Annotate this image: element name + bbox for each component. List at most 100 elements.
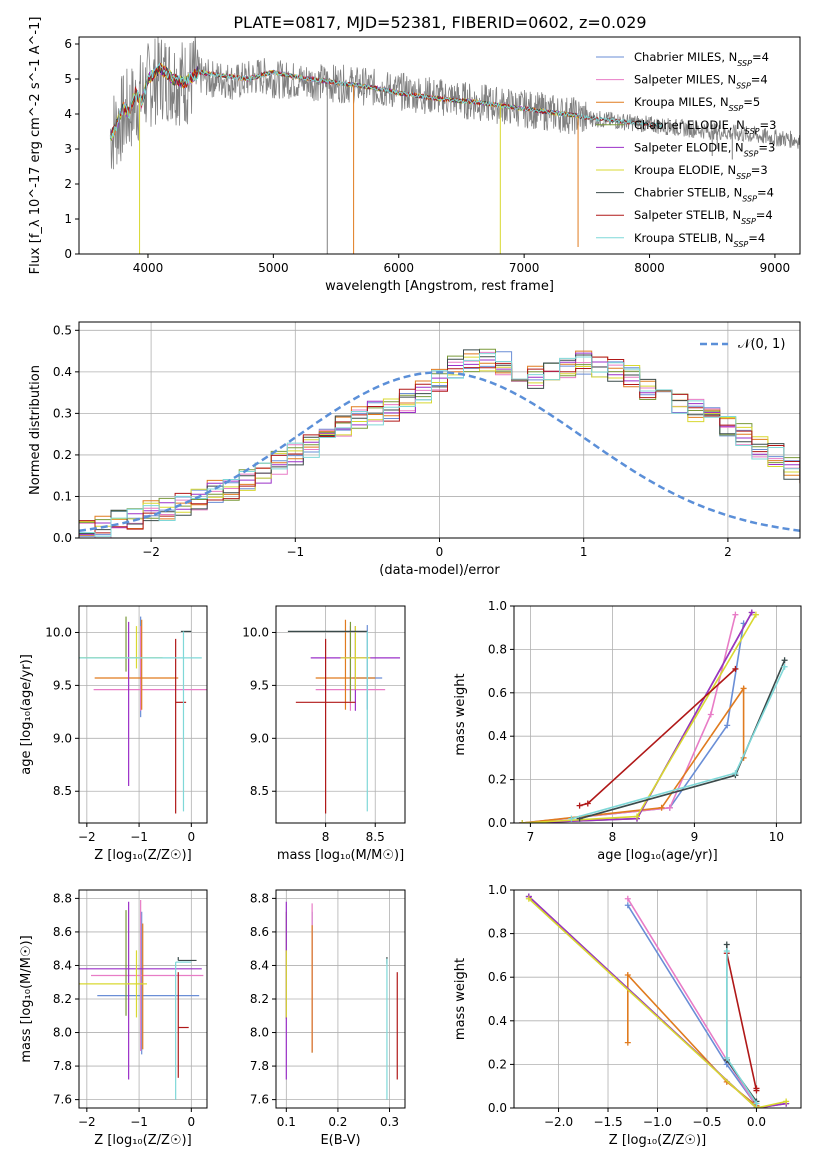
y-tick-label: 0 <box>64 247 72 261</box>
y-tick-label: 0.0 <box>488 1101 507 1115</box>
plot-area <box>79 900 204 1100</box>
weight-marker <box>740 685 747 692</box>
axes-frame <box>513 605 802 824</box>
weight-marker <box>753 1085 760 1092</box>
weight_vs_Z-axes: −2.0 −1.5 −1.0 −0.5 0.0 0.0 0.2 0.4 0.6 0.8 1.0 Z [… <box>453 883 802 1148</box>
x-tick-label: 0.1 <box>277 1115 296 1129</box>
weight-marker <box>568 815 575 822</box>
weight-line <box>522 612 753 823</box>
x-tick-label: −1 <box>130 1115 148 1129</box>
grid <box>514 605 801 824</box>
weight_vs_age-axes: 7 8 9 10 0.0 0.2 0.4 0.6 0.8 1.0 age [log₁₀(age/yr… <box>453 599 802 863</box>
y-tick-label: 9.5 <box>250 678 269 692</box>
histogram-step <box>79 356 800 534</box>
legend-label: Kroupa ELODIE, NSSP=3 <box>634 163 768 181</box>
y-tick-label: 0.3 <box>53 406 72 420</box>
x-tick-label: 9 <box>691 830 699 844</box>
x-axis-label: Z [log₁₀(Z/Z☉)] <box>94 848 191 863</box>
weight-marker <box>781 663 788 670</box>
weight-marker <box>783 1098 790 1105</box>
y-tick-label: 2 <box>64 177 72 191</box>
histogram-step <box>79 351 800 538</box>
spectrum-legend: Chabrier MILES, NSSP=4 Salpeter MILES, NS… <box>596 50 776 248</box>
y-tick-label: 1.0 <box>488 599 507 613</box>
y-axis-label: Normed distribution <box>28 365 43 495</box>
y-tick-label: 8.8 <box>250 891 269 905</box>
histogram-step <box>79 353 800 537</box>
y-tick-label: 0.2 <box>488 1057 507 1071</box>
y-axis-label: Flux [f_λ 10^-17 erg cm^-2 s^-1 A^-1] <box>28 17 43 275</box>
y-tick-label: 8.8 <box>53 891 72 905</box>
plot-area <box>285 901 398 1100</box>
x-tick-label: −2 <box>78 830 96 844</box>
x-tick-label: 8 <box>609 830 617 844</box>
gaussian-curve <box>79 371 800 532</box>
weight-marker <box>748 609 755 616</box>
weight-line <box>522 614 757 823</box>
legend-label: Kroupa MILES, NSSP=5 <box>634 95 760 113</box>
weight-marker <box>634 813 640 820</box>
axes-frame <box>78 36 801 255</box>
x-tick-label: 6000 <box>383 261 414 275</box>
y-tick-label: 0.0 <box>488 816 507 830</box>
y-tick-label: 9.0 <box>53 731 72 745</box>
weight-marker <box>723 941 730 948</box>
age_vs_mass-axes: 8 8.5 8.5 9.0 9.5 10.0 mass [log₁₀(M/M☉)] <box>242 605 406 863</box>
weight-line <box>522 685 745 823</box>
legend-label: Chabrier ELODIE, NSSP=3 <box>634 118 776 136</box>
y-tick-label: 8.4 <box>53 958 72 972</box>
grid <box>276 890 405 1108</box>
x-tick-label: 1 <box>580 545 588 559</box>
legend-label: Salpeter MILES, NSSP=4 <box>634 73 768 91</box>
x-tick-label: 7 <box>527 830 535 844</box>
histogram-step <box>79 352 800 535</box>
weight-marker <box>723 948 730 955</box>
weight-marker <box>732 770 739 777</box>
x-tick-label: −2 <box>78 1115 96 1129</box>
legend-label: Kroupa STELIB, NSSP=4 <box>634 231 765 249</box>
y-tick-label: 0.8 <box>488 642 507 656</box>
axes-frame <box>275 605 406 824</box>
x-tick-label: 8 <box>322 830 330 844</box>
histogram-step <box>79 356 800 527</box>
x-tick-label: 0 <box>436 545 444 559</box>
y-tick-label: 0.4 <box>488 1014 507 1028</box>
x-tick-label: 8.5 <box>366 830 385 844</box>
y-tick-label: 9.0 <box>250 731 269 745</box>
x-axis-label: Z [log₁₀(Z/Z☉)] <box>609 1133 706 1148</box>
weight-marker <box>584 800 591 807</box>
weight-marker <box>781 657 788 664</box>
age_vs_Z-axes: −2 −1 0 8.5 9.0 9.5 10.0 Z [log₁₀(Z/Z☉)] age [lo… <box>19 605 208 863</box>
y-tick-label: 10.0 <box>45 625 72 639</box>
y-tick-label: 0.8 <box>488 927 507 941</box>
weight-line <box>528 895 787 1108</box>
y-tick-label: 3 <box>64 142 72 156</box>
weight-line <box>528 898 787 1108</box>
x-tick-label: −2 <box>142 545 160 559</box>
y-tick-label: 1 <box>64 212 72 226</box>
y-tick-label: 7.8 <box>53 1059 72 1073</box>
y-tick-label: 8.5 <box>250 784 269 798</box>
x-tick-label: −1 <box>286 545 304 559</box>
weight-marker <box>732 665 739 672</box>
x-axis-label: (data-model)/error <box>379 563 500 578</box>
y-tick-label: 0.6 <box>488 686 507 700</box>
x-tick-label: −1.0 <box>643 1115 672 1129</box>
y-tick-label: 0.1 <box>53 489 72 503</box>
y-tick-label: 0.2 <box>53 448 72 462</box>
x-tick-label: 0.0 <box>747 1115 766 1129</box>
legend-label: Salpeter STELIB, NSSP=4 <box>634 208 773 226</box>
y-tick-label: 6 <box>64 37 72 51</box>
axes-frame <box>275 889 406 1109</box>
axes-frame <box>78 321 801 539</box>
x-tick-label: 0.2 <box>328 1115 347 1129</box>
mass_vs_Z-axes: −2 −1 0 7.6 7.8 8.0 8.2 8.4 8.6 8.8 Z [log₁₀(Z/Z☉)… <box>19 889 208 1148</box>
y-tick-label: 0.6 <box>488 970 507 984</box>
weight-marker <box>723 1054 730 1061</box>
y-tick-label: 8.5 <box>53 784 72 798</box>
weight-line <box>522 614 737 823</box>
y-tick-label: 10.0 <box>242 625 269 639</box>
plot-area <box>109 37 800 254</box>
y-tick-label: 7.6 <box>250 1093 269 1107</box>
